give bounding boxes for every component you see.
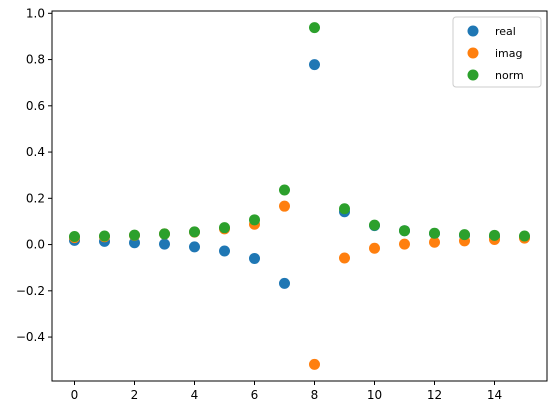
point-norm-10: [369, 219, 380, 231]
y-tick-label: 0.4: [26, 145, 45, 159]
point-imag-11: [399, 238, 410, 250]
point-real-3: [159, 238, 170, 250]
y-tick-label: −0.4: [16, 330, 45, 344]
point-real-7: [279, 277, 290, 289]
legend-marker-norm: [467, 69, 479, 81]
point-norm-15: [519, 230, 530, 242]
x-tick-label: 2: [131, 388, 139, 402]
data-points: [69, 22, 530, 370]
series-norm: [69, 22, 530, 242]
point-imag-10: [369, 242, 380, 254]
point-norm-7: [279, 184, 290, 196]
x-tick-label: 14: [487, 388, 502, 402]
y-tick-label: 0.8: [26, 53, 45, 67]
point-norm-5: [219, 222, 230, 234]
point-imag-12: [429, 236, 440, 248]
y-tick-label: −0.2: [16, 284, 45, 298]
legend-label-norm: norm: [495, 69, 524, 82]
point-norm-0: [69, 230, 80, 242]
y-tick-label: 0.0: [26, 238, 45, 252]
y-axis-ticks: −0.4 −0.2 0.0 0.2 0.4 0.6 0.8 1.0: [16, 6, 52, 344]
point-imag-7: [279, 200, 290, 212]
y-tick-label: 1.0: [26, 6, 45, 20]
point-real-5: [219, 245, 230, 257]
y-tick-label: 0.6: [26, 99, 45, 113]
point-real-6: [249, 252, 260, 264]
point-norm-9: [339, 203, 350, 215]
x-tick-label: 0: [71, 388, 79, 402]
point-real-8: [309, 59, 320, 71]
x-tick-label: 12: [427, 388, 442, 402]
point-norm-14: [489, 229, 500, 241]
point-real-4: [189, 241, 200, 253]
y-tick-label: 0.2: [26, 191, 45, 205]
point-norm-2: [129, 229, 140, 241]
point-norm-11: [399, 225, 410, 237]
point-norm-13: [459, 229, 470, 241]
point-imag-8: [309, 358, 320, 370]
point-norm-4: [189, 226, 200, 238]
point-norm-8: [309, 22, 320, 34]
x-tick-label: 8: [311, 388, 319, 402]
x-axis-ticks: 0 2 4 6 8 10 12 14: [71, 381, 502, 402]
legend-marker-imag: [467, 47, 479, 59]
plot-area-frame: [51, 10, 548, 382]
point-norm-12: [429, 227, 440, 239]
legend-label-imag: imag: [495, 47, 523, 60]
point-imag-9: [339, 252, 350, 264]
x-tick-label: 4: [191, 388, 199, 402]
point-norm-3: [159, 228, 170, 240]
legend-marker-real: [467, 25, 479, 37]
point-norm-1: [99, 230, 110, 242]
legend-label-real: real: [495, 25, 516, 38]
x-tick-label: 6: [251, 388, 259, 402]
legend: real imag norm: [452, 16, 542, 88]
x-tick-label: 10: [367, 388, 382, 402]
point-norm-6: [249, 214, 260, 226]
